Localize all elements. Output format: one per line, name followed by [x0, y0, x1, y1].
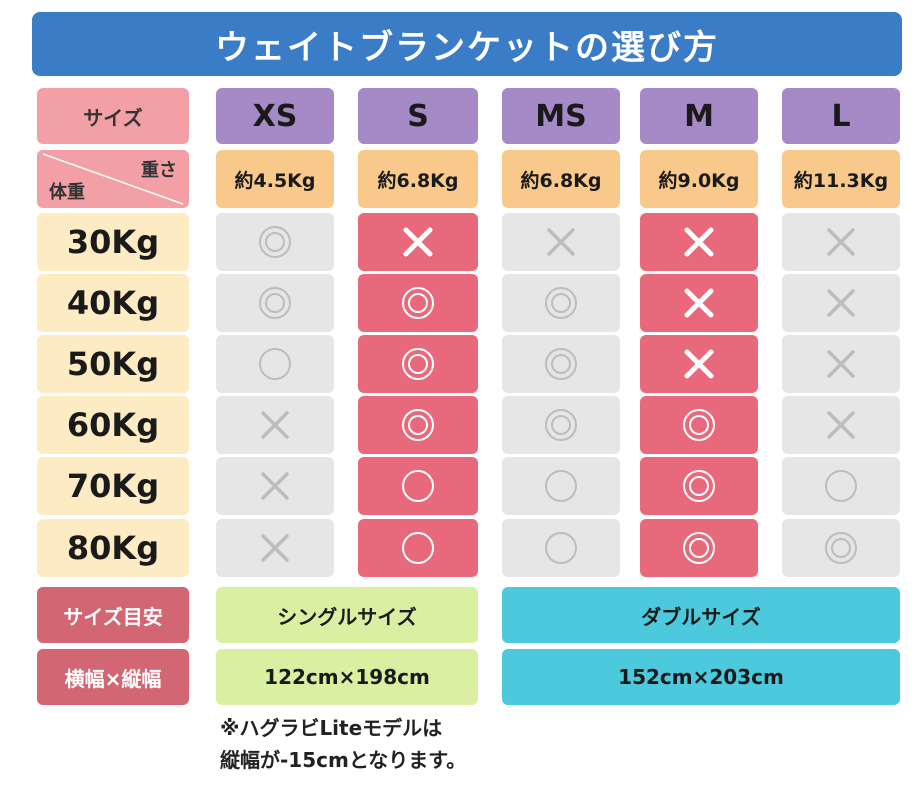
double-circle-icon	[545, 348, 577, 380]
circle-icon	[259, 348, 291, 380]
row-label-50kg: 50Kg	[37, 335, 189, 393]
diagonal-divider	[42, 153, 184, 205]
double-circle-icon	[259, 287, 291, 319]
grid-cell	[782, 213, 900, 271]
double-circle-icon	[402, 348, 434, 380]
double-circle-icon	[683, 532, 715, 564]
grid-cell	[216, 457, 334, 515]
double-circle-icon	[545, 287, 577, 319]
dimensions-label: 横幅×縦幅	[37, 649, 189, 705]
grid-cell	[640, 519, 758, 577]
weight-m: 約9.0Kg	[640, 150, 758, 208]
grid-cell	[358, 335, 478, 393]
grid-cell	[502, 396, 620, 454]
grid-cell	[216, 519, 334, 577]
double-circle-icon	[402, 409, 434, 441]
cross-icon	[827, 350, 855, 378]
double-circle-icon	[683, 470, 715, 502]
circle-icon	[545, 470, 577, 502]
grid-cell	[782, 519, 900, 577]
row-label-40kg: 40Kg	[37, 274, 189, 332]
grid-cell	[358, 213, 478, 271]
cross-icon	[547, 228, 575, 256]
cross-icon	[827, 411, 855, 439]
weight-l: 約11.3Kg	[782, 150, 900, 208]
grid-cell	[358, 519, 478, 577]
cross-icon	[403, 227, 433, 257]
row-label-60kg: 60Kg	[37, 396, 189, 454]
grid-cell	[502, 274, 620, 332]
grid-cell	[502, 335, 620, 393]
single-dimensions: 122cm×198cm	[216, 649, 478, 705]
size-xs-header: XS	[216, 88, 334, 144]
grid-cell	[640, 457, 758, 515]
row-label-80kg: 80Kg	[37, 519, 189, 577]
size-s-header: S	[358, 88, 478, 144]
grid-cell	[216, 274, 334, 332]
grid-cell	[502, 213, 620, 271]
size-m-header: M	[640, 88, 758, 144]
grid-cell	[782, 274, 900, 332]
cross-icon	[827, 289, 855, 317]
single-size-label: シングルサイズ	[216, 587, 478, 643]
grid-cell	[640, 396, 758, 454]
weight-corner-label: 重さ	[141, 160, 177, 181]
size-guide-label: サイズ目安	[37, 587, 189, 643]
footnote-line: 縦幅が-15cmとなります。	[220, 748, 467, 772]
double-size-label: ダブルサイズ	[502, 587, 900, 643]
cross-icon	[261, 534, 289, 562]
weight-s: 約6.8Kg	[358, 150, 478, 208]
grid-cell	[358, 396, 478, 454]
size-l-header: L	[782, 88, 900, 144]
grid-cell	[502, 457, 620, 515]
double-circle-icon	[402, 287, 434, 319]
circle-icon	[825, 470, 857, 502]
row-label-70kg: 70Kg	[37, 457, 189, 515]
grid-cell	[640, 274, 758, 332]
grid-cell	[640, 213, 758, 271]
circle-icon	[402, 532, 434, 564]
grid-cell	[782, 335, 900, 393]
grid-cell	[216, 396, 334, 454]
cross-icon	[684, 349, 714, 379]
size-ms-header: MS	[502, 88, 620, 144]
circle-icon	[545, 532, 577, 564]
cross-icon	[684, 288, 714, 318]
cross-icon	[684, 227, 714, 257]
cross-icon	[261, 472, 289, 500]
size-header-label: サイズ	[37, 88, 189, 144]
row-label-30kg: 30Kg	[37, 213, 189, 271]
grid-cell	[358, 457, 478, 515]
grid-cell	[782, 457, 900, 515]
weight-xs: 約4.5Kg	[216, 150, 334, 208]
weight-ms: 約6.8Kg	[502, 150, 620, 208]
double-dimensions: 152cm×203cm	[502, 649, 900, 705]
cross-icon	[261, 411, 289, 439]
grid-cell	[502, 519, 620, 577]
grid-cell	[782, 396, 900, 454]
circle-icon	[402, 470, 434, 502]
grid-cell	[216, 335, 334, 393]
double-circle-icon	[259, 226, 291, 258]
footnote: ※ハグラビLiteモデルは 縦幅が-15cmとなります。	[220, 712, 466, 776]
grid-cell	[640, 335, 758, 393]
footnote-line: ※ハグラビLiteモデルは	[220, 716, 443, 740]
double-circle-icon	[825, 532, 857, 564]
page-title: ウェイトブランケットの選び方	[32, 12, 902, 76]
grid-cell	[216, 213, 334, 271]
body-weight-corner-label: 体重	[49, 182, 85, 203]
double-circle-icon	[683, 409, 715, 441]
grid-cell	[358, 274, 478, 332]
cross-icon	[827, 228, 855, 256]
double-circle-icon	[545, 409, 577, 441]
weight-bodyweight-corner: 重さ 体重	[37, 150, 189, 208]
